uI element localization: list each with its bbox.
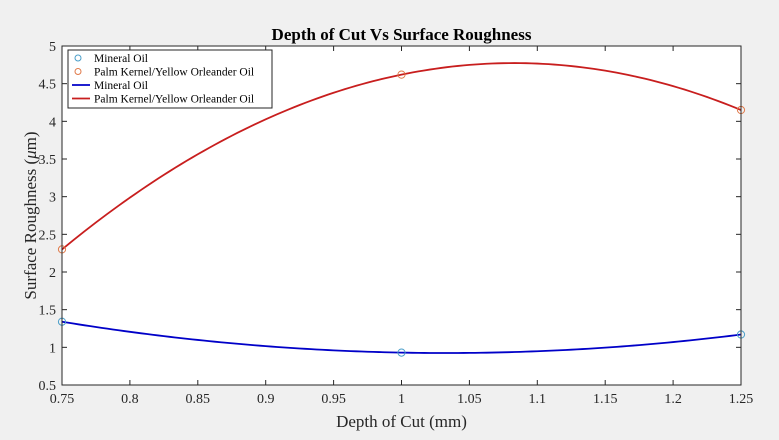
y-axis-title: Surface Roughness (μm) — [21, 131, 40, 299]
y-tick-label: 2.5 — [39, 228, 57, 243]
legend-marker — [74, 68, 82, 75]
x-tick-label: 1.15 — [593, 392, 618, 407]
y-axis-title-prefix: Surface Roughness ( — [21, 159, 40, 300]
y-tick-label: 4 — [49, 115, 56, 130]
y-tick-label: 4.5 — [39, 78, 57, 93]
x-tick-label: 1.05 — [457, 392, 482, 407]
data-point-series-1 — [397, 70, 406, 79]
x-tick-label: 0.85 — [186, 392, 211, 407]
chart-title: Depth of Cut Vs Surface Roughness — [272, 25, 532, 44]
legend-label: Mineral Oil — [94, 53, 148, 65]
fit-line-series-2 — [61, 320, 742, 354]
plot-border — [61, 45, 742, 386]
x-tick-label: 0.9 — [257, 392, 275, 407]
y-tick-label: 5 — [49, 40, 56, 55]
x-tick-label: 0.95 — [321, 392, 346, 407]
fit-line-series-3 — [61, 62, 742, 251]
x-tick-label: 1.1 — [529, 392, 547, 407]
legend-box — [67, 49, 273, 109]
y-tick-label: 3.5 — [39, 153, 57, 168]
legend-label: Mineral Oil — [94, 80, 148, 92]
data-point-series-0 — [397, 348, 406, 357]
y-axis-title-suffix: m) — [21, 131, 40, 150]
y-tick-label: 2 — [49, 266, 56, 281]
x-tick-label: 0.75 — [50, 392, 75, 407]
x-tick-label: 1.25 — [729, 392, 754, 407]
y-axis-title-mu: μ — [21, 150, 40, 160]
y-tick-label: 0.5 — [39, 379, 57, 394]
x-tick-label: 1.2 — [664, 392, 682, 407]
x-tick-label: 0.8 — [121, 392, 139, 407]
y-tick-label: 1.5 — [39, 304, 57, 319]
y-tick-label: 3 — [49, 191, 56, 206]
x-axis-title: Depth of Cut (mm) — [336, 412, 467, 431]
y-tick-label: 1 — [49, 341, 56, 356]
legend-label: Palm Kernel/Yellow Orleander Oil — [94, 67, 254, 79]
ticks-layer: 0.75 0.8 0.85 0.9 0.95 1 1.05 1.1 1.15 1.2 1.25 0.5… — [39, 40, 754, 407]
x-tick-label: 1 — [398, 392, 405, 407]
legend-marker — [74, 54, 82, 62]
legend-label: Palm Kernel/Yellow Orleander Oil — [94, 94, 254, 106]
